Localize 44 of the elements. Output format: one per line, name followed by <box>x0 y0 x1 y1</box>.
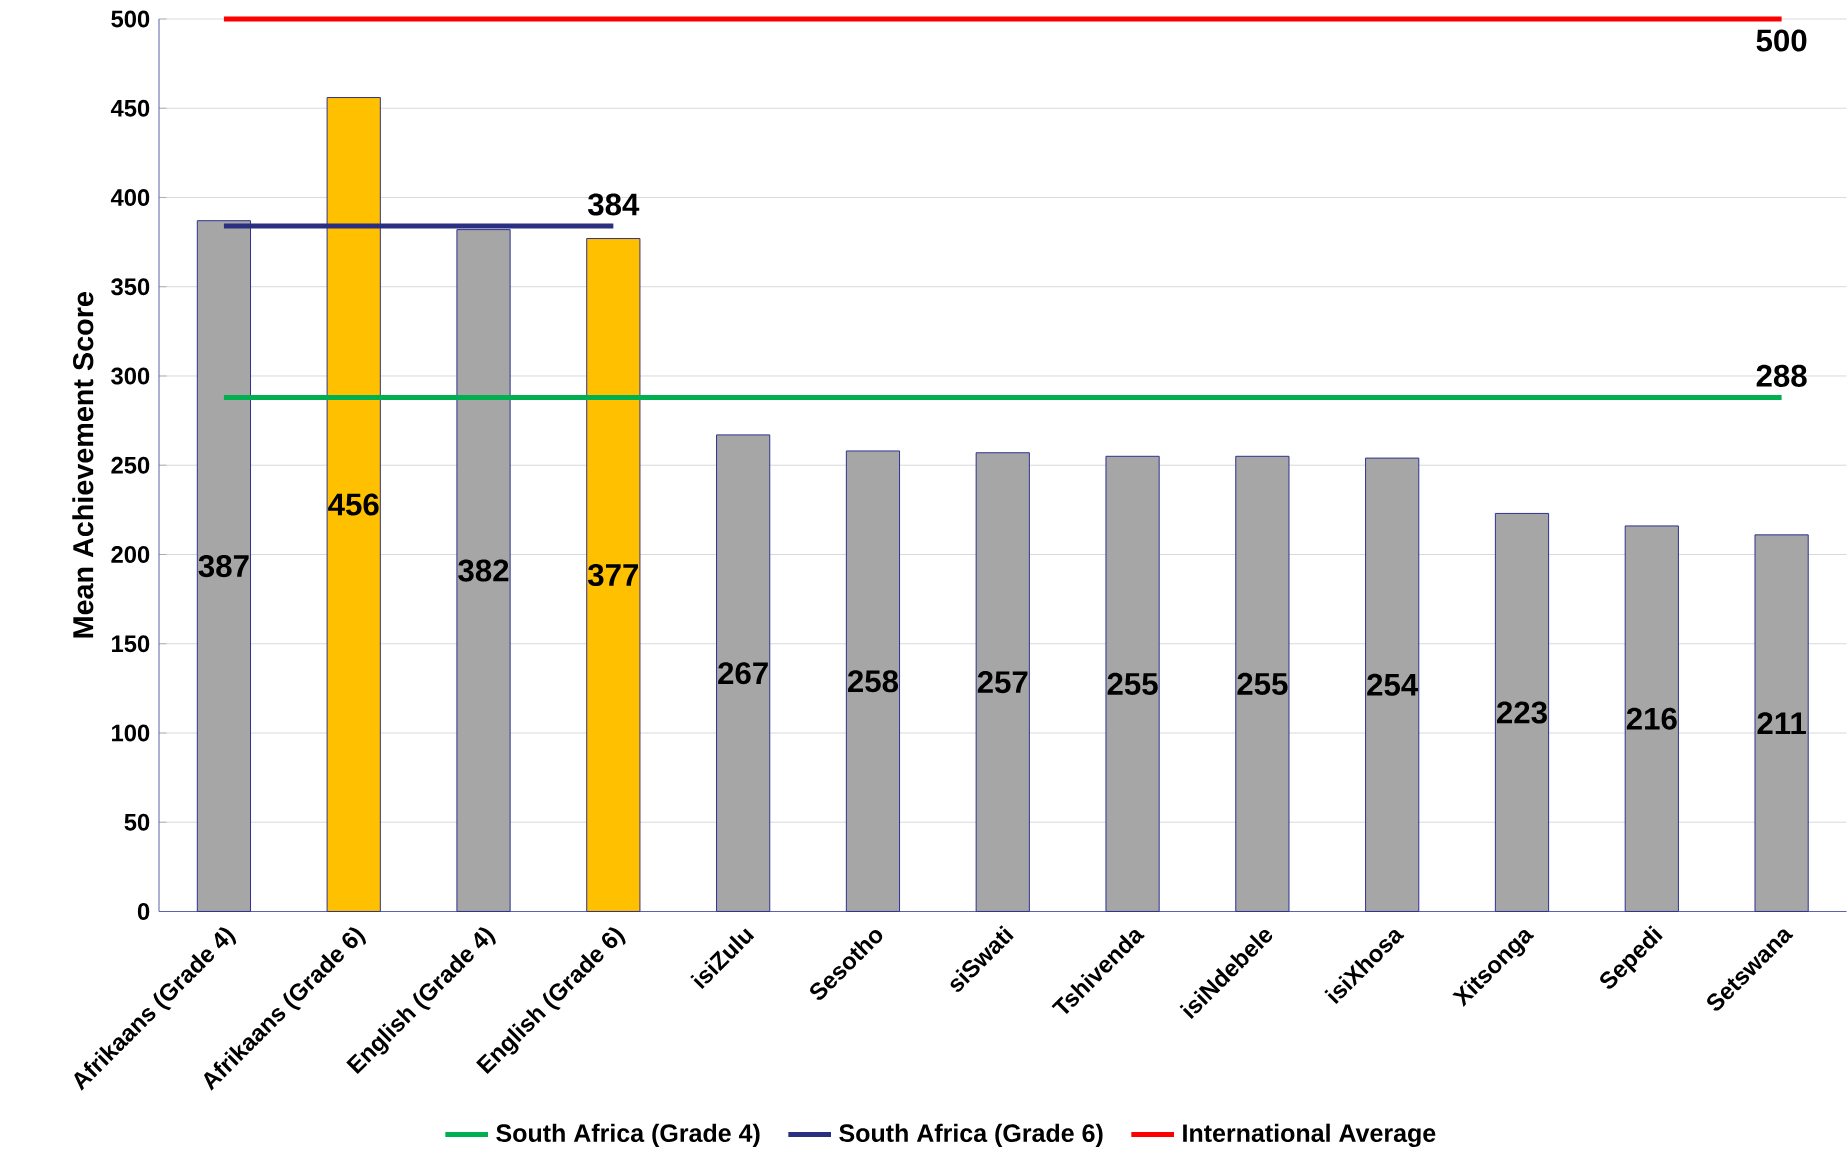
data-label: 382 <box>458 559 509 582</box>
y-tick-label: 450 <box>110 100 150 117</box>
y-tick-label: 250 <box>111 457 150 474</box>
bar <box>975 452 1030 913</box>
bar <box>326 97 381 913</box>
bar <box>456 229 511 913</box>
data-label: 456 <box>328 493 379 516</box>
legend-label: International Average <box>1183 1123 1436 1148</box>
bar <box>1624 525 1679 913</box>
data-label: 223 <box>1497 701 1547 724</box>
data-label: 500 <box>1756 29 1807 52</box>
data-label: 255 <box>1107 673 1158 696</box>
legend-label: South Africa (Grade 6) <box>839 1123 1103 1148</box>
bar <box>845 450 901 913</box>
y-tick-label: 300 <box>111 367 150 385</box>
data-label: 387 <box>198 555 249 578</box>
data-label: 288 <box>1756 365 1807 388</box>
bar <box>1754 534 1809 913</box>
y-tick-label: 400 <box>110 189 150 207</box>
bar <box>1235 456 1290 913</box>
y-tick-label: 500 <box>111 10 150 28</box>
y-tick-label: 50 <box>124 814 150 831</box>
legend-label: South Africa (Grade 4) <box>496 1123 760 1148</box>
data-label: 377 <box>587 564 639 587</box>
bar <box>196 220 252 913</box>
data-label: 267 <box>718 662 768 685</box>
data-label: 257 <box>977 671 1028 694</box>
data-label: 258 <box>847 670 899 693</box>
data-label: 254 <box>1367 673 1419 697</box>
y-tick-label: 150 <box>112 635 150 653</box>
data-label: 216 <box>1626 707 1677 731</box>
bar <box>586 238 641 913</box>
bar <box>1494 513 1550 913</box>
bar <box>716 434 771 913</box>
y-axis-title: Mean Achievement Score <box>72 292 94 638</box>
bar <box>1365 457 1420 913</box>
y-tick-label: 200 <box>111 546 150 564</box>
bar <box>1105 456 1160 913</box>
data-label: 255 <box>1237 673 1288 696</box>
y-tick-label: 100 <box>112 724 150 742</box>
data-label: 384 <box>587 193 640 216</box>
y-tick-label: 350 <box>111 278 150 296</box>
y-tick-label: 0 <box>137 903 150 921</box>
data-label: 211 <box>1757 712 1806 735</box>
